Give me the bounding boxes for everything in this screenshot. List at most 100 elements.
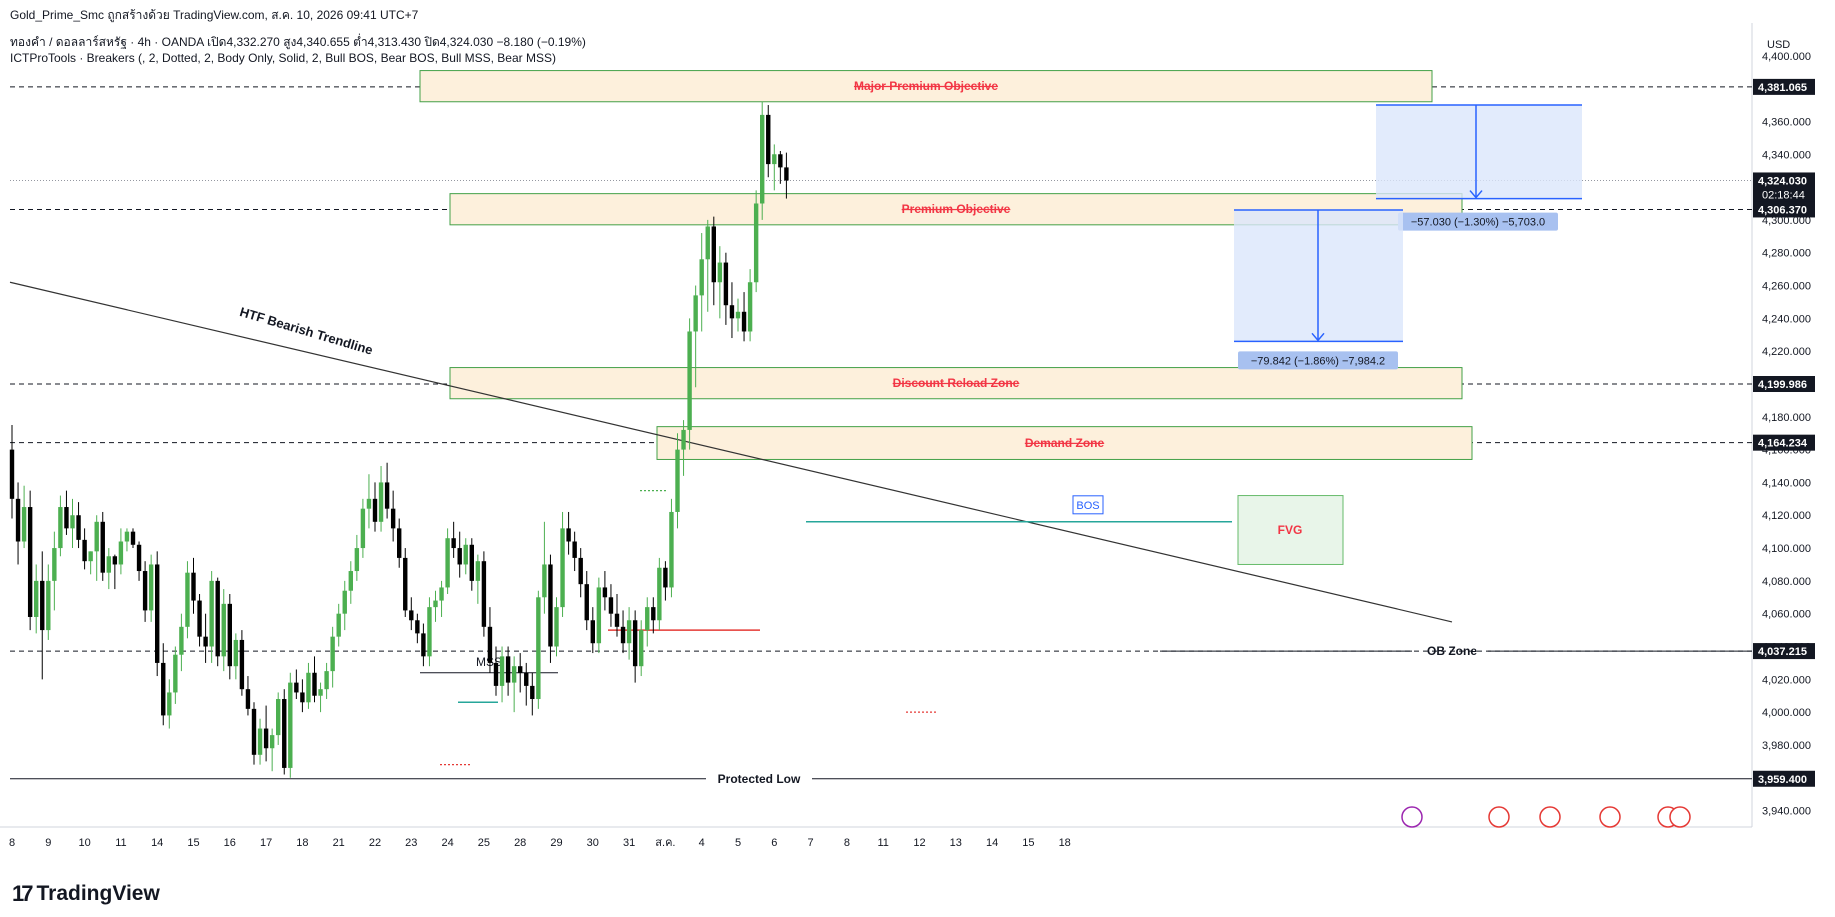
candle-body [191,572,196,601]
ob-zone-label: OB Zone [1427,644,1477,658]
time-tick-label: 28 [514,837,526,849]
candle-body [46,580,51,631]
candle-body [518,666,523,673]
candle-body [778,154,783,168]
candle-body [784,167,789,181]
price-tick-label: 4,220.000 [1762,346,1811,358]
candle-body [554,607,559,647]
candle-body [82,539,87,562]
candle-body [251,708,257,755]
candle-body [215,580,220,657]
price-tick-label: 4,300.000 [1762,215,1811,227]
candle-body [288,682,293,768]
price-tick-label: 4,180.000 [1762,412,1811,424]
candle-body [687,331,692,430]
candle-body [639,630,644,667]
time-tick-label: 29 [550,837,562,849]
candle-body [590,620,595,644]
candle-body [118,541,124,565]
candle-body [173,654,178,693]
candle-body [269,735,275,749]
indicator-legend: ICTProTools · Breakers (, 2, Dotted, 2, … [10,51,556,65]
countdown-label: 02:18:44 [1762,189,1805,201]
candle-body [445,538,450,588]
candle-body [52,548,57,581]
candle-body [663,567,668,588]
time-tick-label: ส.ค. [655,837,675,849]
us-flag-event-icon [1599,806,1621,828]
price-tick-label: 4,140.000 [1762,477,1811,489]
time-tick-label: 8 [844,837,850,849]
candle-body [233,639,239,667]
candle-body [481,561,487,627]
candle-body [681,429,686,450]
candle-body [632,620,638,667]
candle-body [88,551,93,562]
candle-body [378,482,384,522]
price-tag-label: 4,306.370 [1758,204,1807,216]
candle-body [560,528,565,608]
candle-body [766,114,771,165]
candle-body [64,507,69,529]
price-tick-label: 4,020.000 [1762,674,1811,686]
candle-body [675,449,680,512]
price-tag-bg [1753,643,1815,660]
candle-body [566,528,571,542]
measure-label-bg [1238,351,1398,370]
candle-body [596,587,602,644]
candle-body [124,531,130,542]
price-tag-label: 4,381.065 [1758,82,1807,94]
candle-body [167,692,172,716]
price-tick-label: 4,080.000 [1762,576,1811,588]
candle-body [21,507,27,542]
time-tick-label: 22 [369,837,381,849]
candle-body [741,311,747,332]
price-tick-label: 4,360.000 [1762,116,1811,128]
bos-badge [1072,495,1104,515]
price-tag-label: 4,164.234 [1758,438,1808,450]
candle-body [584,584,589,621]
price-tag-bg [1753,434,1815,451]
candle-body [626,620,632,644]
price-tag-label: 3,959.400 [1758,774,1807,786]
candle-body [239,639,245,690]
candle-body [463,544,468,565]
candle-body [651,607,656,621]
candle-body [469,544,474,581]
candle-body [427,607,432,657]
candle-body [179,626,184,655]
candle-body [330,636,335,672]
candle-body [70,515,75,529]
zone-label: Demand Zone [1025,436,1105,450]
time-tick-label: 25 [478,837,490,849]
candle-body [227,603,232,667]
candle-body [15,498,21,542]
time-tick-label: 4 [699,837,705,849]
price-tag-bg [1753,78,1815,95]
us-flag-event-icon [1488,806,1510,828]
time-tick-label: 18 [1059,837,1071,849]
candle-body [735,311,741,319]
time-tick-label: 12 [913,837,925,849]
time-tick-label: 6 [771,837,777,849]
candle-body [620,626,626,644]
candle-body [384,482,390,509]
price-tag-bg [1753,201,1815,218]
candle-body [130,531,136,545]
time-tick-label: 31 [623,837,635,849]
fvg-box [1237,495,1344,565]
price-tick-label: 4,400.000 [1762,51,1811,63]
candle-body [148,564,154,611]
candle-body [705,226,710,260]
candle-body [245,689,251,709]
candle-body [318,689,323,696]
candle-body [578,557,583,585]
time-tick-label: 15 [1022,837,1034,849]
price-tick-label: 4,060.000 [1762,609,1811,621]
price-tag-label: 4,199.986 [1758,379,1807,391]
candle-body [306,672,311,703]
candle-body [433,600,438,608]
candle-body [142,571,148,611]
candle-body [493,662,499,686]
